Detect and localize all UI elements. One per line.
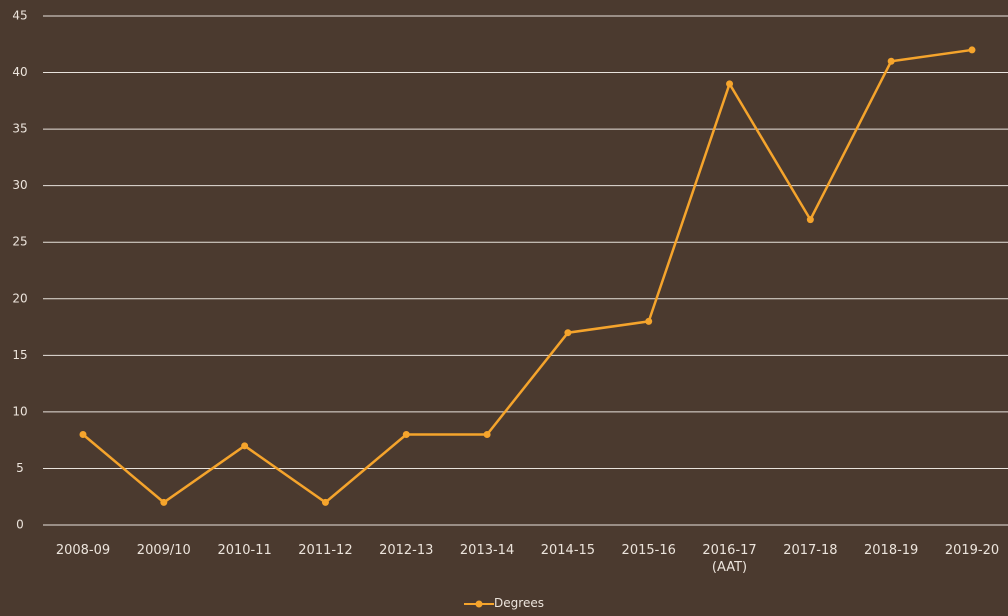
x-tick-label: 2015-16 — [621, 543, 676, 558]
y-tick-label: 45 — [12, 9, 27, 23]
x-tick-label: 2009/10 — [136, 543, 191, 558]
y-tick-label: 20 — [12, 291, 27, 305]
legend-swatch — [464, 600, 495, 607]
x-tick-label: 2010-11 — [217, 543, 272, 558]
point — [402, 431, 410, 439]
x-tick-label: 2008-09 — [55, 543, 111, 558]
point — [564, 329, 572, 337]
legend: Degrees — [0, 596, 1008, 610]
point — [887, 57, 895, 65]
y-tick-label: 30 — [12, 178, 27, 192]
x-tick-label: 2014-15 — [540, 543, 596, 558]
x-tick-label: 2019-20 — [944, 543, 1000, 558]
point — [806, 216, 814, 224]
point — [645, 317, 653, 325]
y-tick-label: 5 — [16, 461, 24, 475]
y-tick-label: 0 — [16, 518, 24, 532]
y-tick-label: 10 — [12, 404, 27, 418]
x-tick-label: 2017-18 — [783, 543, 838, 558]
x-tick-label: 2018-19 — [864, 543, 919, 558]
point — [321, 498, 329, 506]
legend-label: Degrees — [494, 596, 544, 610]
point — [241, 442, 249, 450]
y-tick-label: 15 — [12, 348, 27, 362]
series-line — [82, 48, 973, 504]
point — [726, 80, 734, 88]
x-tick-label: 2012-13 — [379, 543, 434, 558]
y-tick-label: 35 — [12, 122, 27, 136]
x-tick-label: 2016-17 (AAT) — [702, 543, 757, 575]
point — [160, 498, 168, 506]
point — [79, 431, 87, 439]
x-tick-label: 2013-14 — [459, 543, 515, 558]
y-tick-label: 40 — [12, 65, 27, 79]
x-tick-label: 2011-12 — [298, 543, 353, 558]
point — [968, 46, 976, 54]
point — [483, 431, 491, 439]
y-tick-label: 25 — [12, 235, 27, 249]
